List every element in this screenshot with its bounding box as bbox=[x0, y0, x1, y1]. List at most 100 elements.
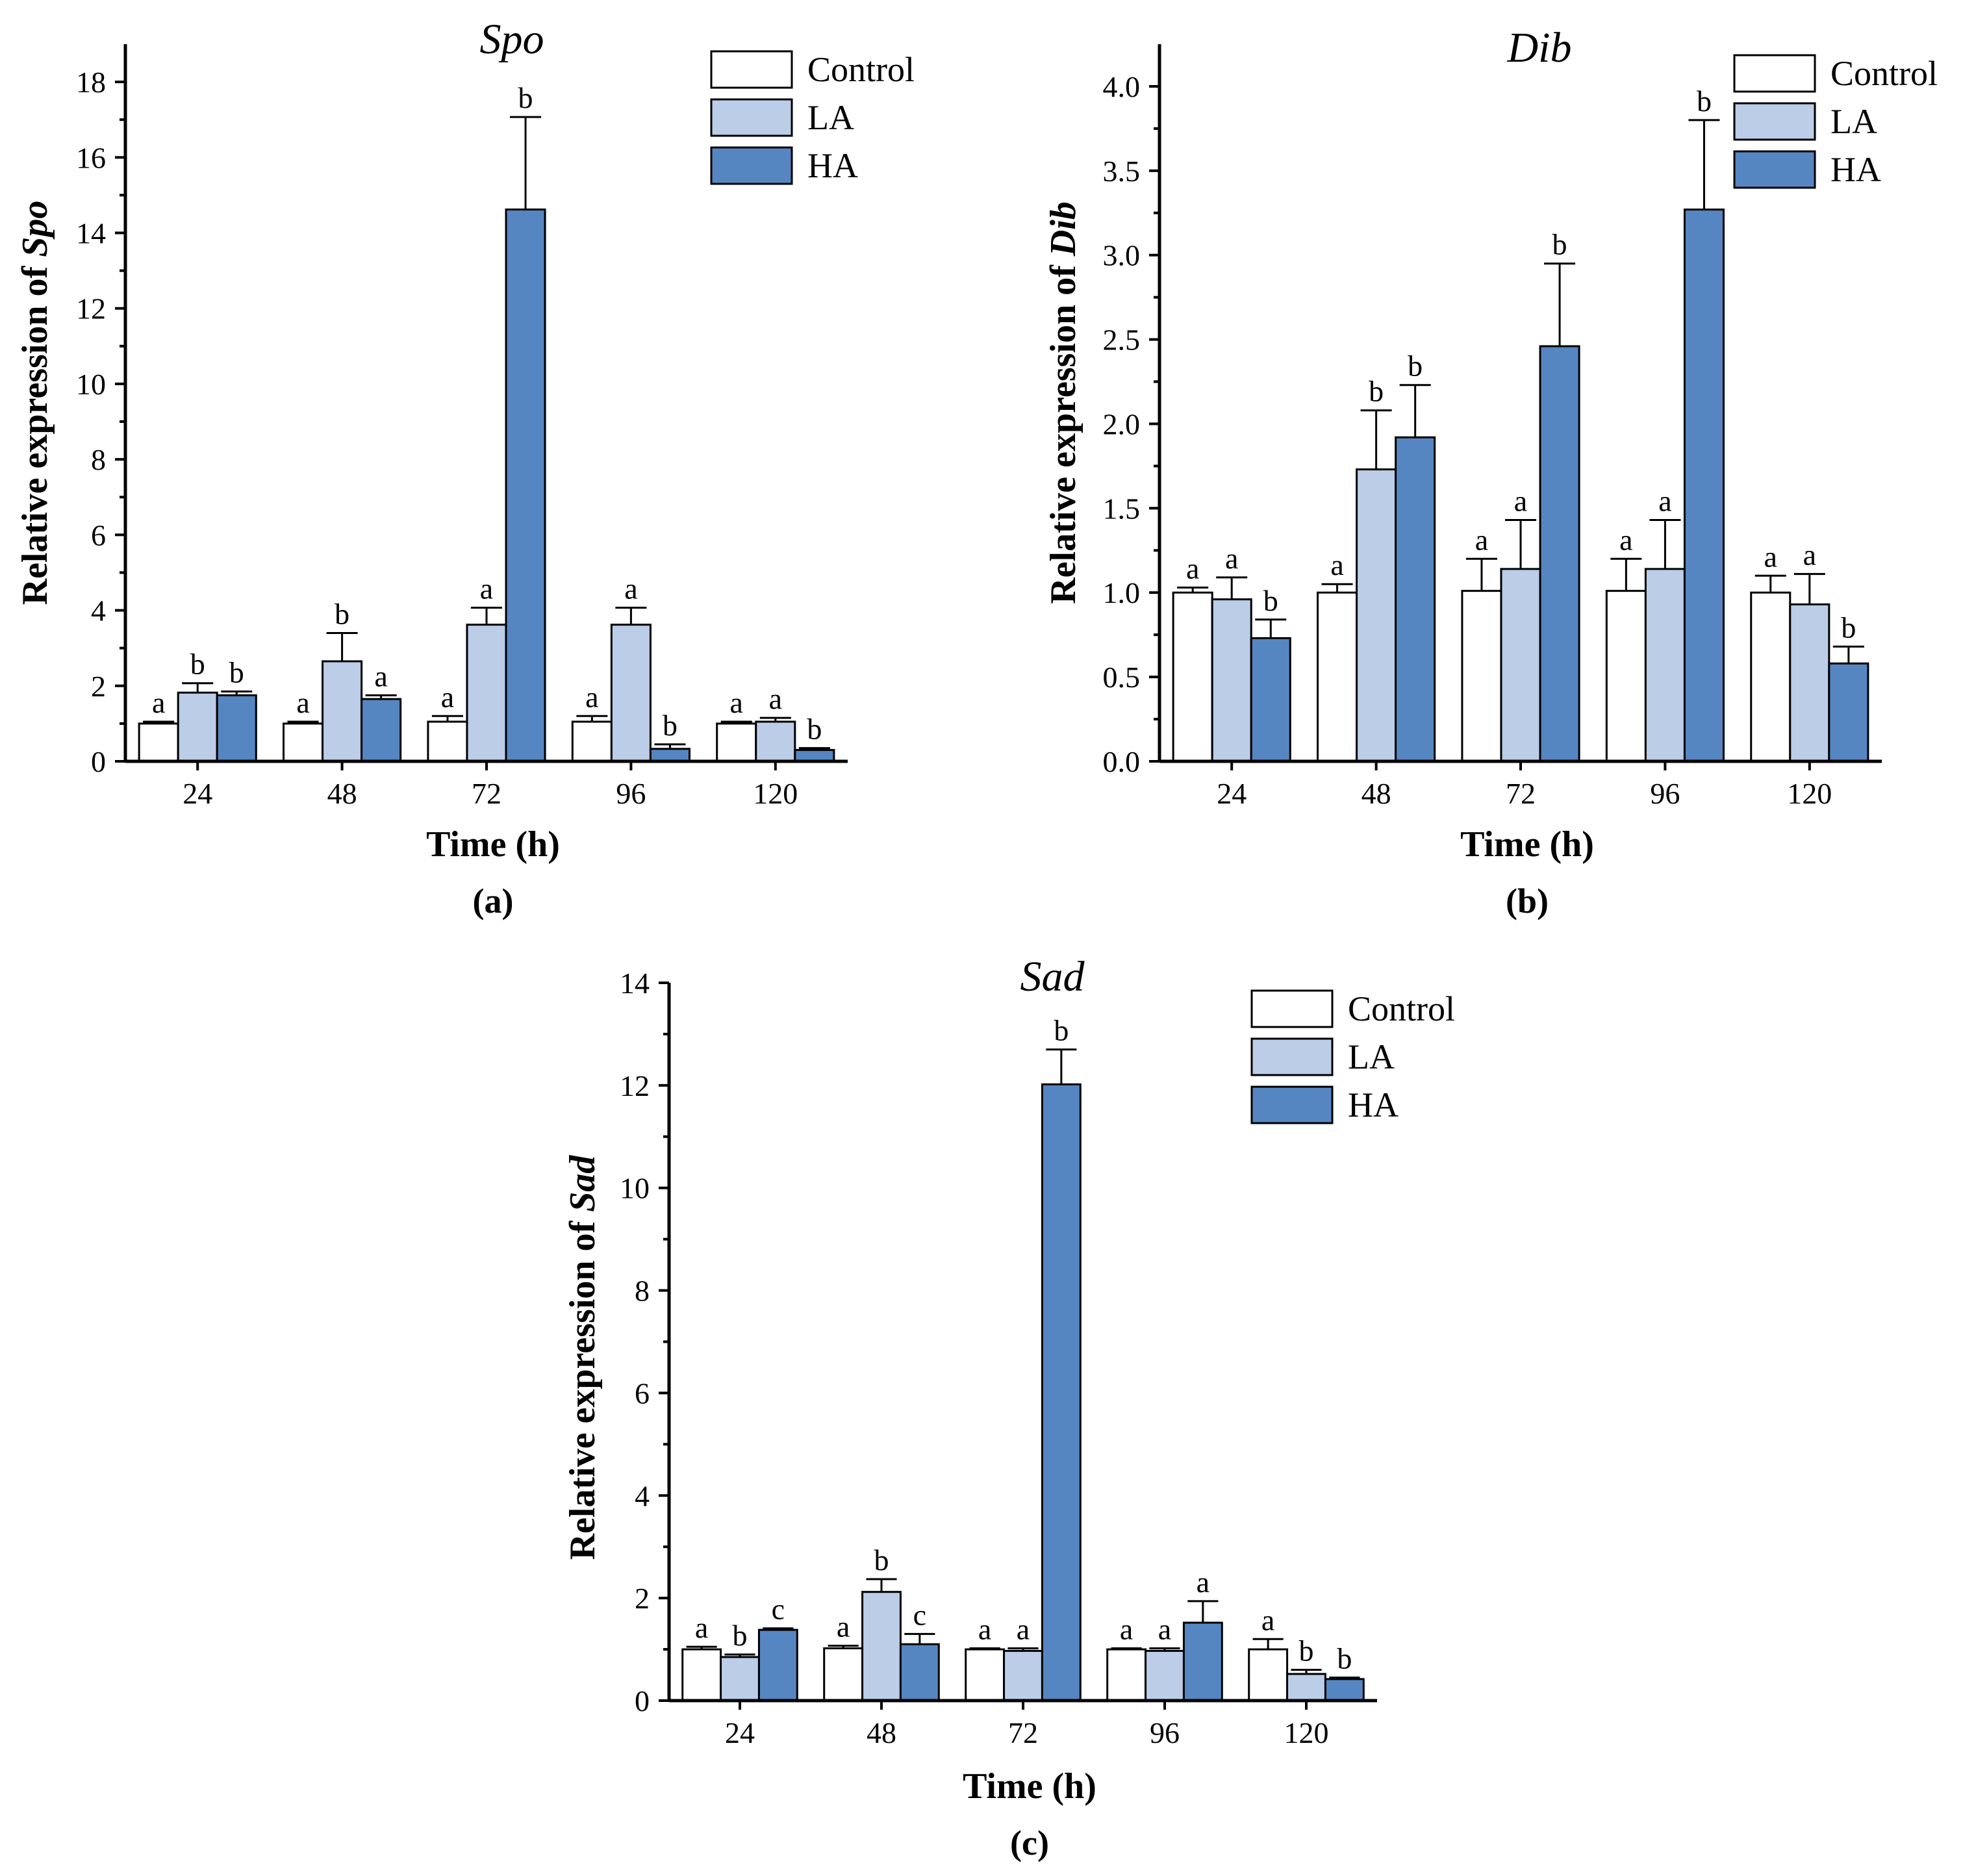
x-tick-label: 24 bbox=[183, 777, 212, 810]
bar-la-48 bbox=[861, 1591, 902, 1702]
legend-label-la: LA bbox=[807, 98, 854, 137]
legend: Control LA HA bbox=[1733, 54, 1938, 189]
bar-control-120 bbox=[716, 722, 757, 763]
x-tick-label: 48 bbox=[867, 1716, 896, 1749]
significance-letter: b bbox=[229, 656, 244, 689]
significance-letter: a bbox=[1197, 1565, 1209, 1599]
legend-label-la: LA bbox=[1830, 102, 1877, 141]
legend-swatch-la bbox=[710, 98, 793, 137]
significance-letter: b bbox=[733, 1619, 748, 1652]
bar-ha-24 bbox=[1250, 637, 1291, 763]
significance-letter: a bbox=[296, 686, 309, 719]
bar-ha-24 bbox=[216, 694, 257, 763]
y-tick-label: 8 bbox=[635, 1274, 650, 1308]
x-tick-label: 24 bbox=[1217, 777, 1247, 810]
x-tick-label: 96 bbox=[1150, 1716, 1180, 1749]
y-tick-label: 6 bbox=[91, 518, 106, 551]
legend-swatch-ha bbox=[1733, 150, 1816, 189]
y-axis-title-gene: Dib bbox=[1043, 201, 1083, 257]
y-tick-label: 2 bbox=[635, 1582, 650, 1615]
significance-letter: a bbox=[769, 682, 782, 715]
significance-letter: a bbox=[978, 1612, 991, 1645]
legend-swatch-control bbox=[1250, 989, 1334, 1028]
legend: Control LA HA bbox=[710, 50, 915, 185]
significance-letter: b bbox=[663, 709, 678, 742]
significance-letter: a bbox=[730, 686, 743, 719]
y-tick-label: 14 bbox=[620, 967, 650, 1000]
legend-label-control: Control bbox=[807, 50, 915, 89]
significance-letter: b bbox=[807, 713, 822, 746]
legend-swatch-ha bbox=[710, 146, 793, 185]
bar-ha-96 bbox=[1683, 209, 1725, 763]
bar-la-120 bbox=[755, 720, 796, 763]
bar-control-72 bbox=[965, 1648, 1006, 1702]
bar-ha-96 bbox=[649, 748, 690, 763]
significance-letter: a bbox=[1803, 539, 1816, 572]
chart-title: Sad bbox=[1020, 953, 1085, 1000]
significance-letter: b bbox=[1299, 1634, 1314, 1667]
significance-letter: a bbox=[695, 1611, 708, 1644]
x-axis-title: Time (h) bbox=[1460, 824, 1594, 865]
bar-control-24 bbox=[681, 1648, 722, 1702]
y-axis-title-gene: Spo bbox=[15, 201, 55, 257]
legend-label-ha: HA bbox=[1348, 1085, 1399, 1124]
bar-ha-48 bbox=[899, 1643, 940, 1702]
bar-control-48 bbox=[823, 1647, 864, 1702]
chart-title: Dib bbox=[1507, 24, 1572, 71]
x-axis-title: Time (h) bbox=[426, 824, 560, 865]
x-tick-label: 48 bbox=[1361, 777, 1391, 810]
chart-title: Spo bbox=[480, 16, 544, 63]
y-tick-label: 12 bbox=[76, 292, 106, 325]
significance-letter: a bbox=[1330, 548, 1343, 581]
significance-letter: a bbox=[441, 680, 454, 713]
bar-la-96 bbox=[1644, 568, 1686, 763]
bar-la-24 bbox=[1211, 598, 1252, 763]
bar-ha-96 bbox=[1182, 1621, 1223, 1702]
y-tick-label: 1.0 bbox=[1103, 576, 1141, 609]
bar-la-96 bbox=[610, 624, 652, 763]
significance-letter: a bbox=[624, 572, 637, 605]
x-tick-label: 72 bbox=[1506, 777, 1536, 810]
significance-letter: a bbox=[1514, 485, 1527, 518]
y-tick-label: 3.0 bbox=[1103, 239, 1141, 272]
y-tick-label: 0 bbox=[635, 1684, 650, 1718]
y-axis-title-prefix: Relative expression of bbox=[1043, 256, 1083, 604]
bar-control-120 bbox=[1248, 1648, 1289, 1702]
legend-swatch-control bbox=[710, 50, 793, 89]
x-tick-label: 24 bbox=[725, 1716, 755, 1749]
y-axis-title-prefix: Relative expression of bbox=[563, 1212, 603, 1560]
bar-ha-72 bbox=[1041, 1083, 1082, 1702]
significance-letter: a bbox=[1658, 485, 1671, 518]
y-tick-label: 3.5 bbox=[1103, 155, 1141, 188]
significance-letter: b bbox=[518, 81, 533, 114]
x-tick-label: 120 bbox=[753, 777, 798, 810]
y-tick-label: 1.5 bbox=[1103, 492, 1141, 525]
significance-letter: a bbox=[585, 680, 598, 713]
significance-letter: a bbox=[374, 659, 387, 692]
x-tick-label: 120 bbox=[1787, 777, 1832, 810]
legend-swatch-ha bbox=[1250, 1085, 1334, 1124]
legend-label-la: LA bbox=[1348, 1037, 1395, 1076]
y-tick-label: 6 bbox=[635, 1376, 650, 1410]
bar-la-24 bbox=[177, 691, 218, 763]
bar-la-48 bbox=[1356, 468, 1397, 763]
significance-letter: b bbox=[190, 648, 205, 681]
significance-letter: a bbox=[837, 1610, 850, 1643]
y-tick-label: 18 bbox=[76, 66, 106, 99]
significance-letter: c bbox=[913, 1598, 926, 1631]
y-tick-label: 4.0 bbox=[1103, 70, 1141, 103]
significance-letter: b bbox=[1369, 375, 1384, 408]
significance-letter: a bbox=[1225, 542, 1238, 575]
y-axis-title: Relative expression of Sad bbox=[563, 1155, 603, 1560]
legend-swatch-control bbox=[1733, 54, 1816, 93]
significance-letter: b bbox=[1697, 84, 1712, 118]
significance-letter: a bbox=[480, 572, 493, 605]
y-tick-label: 4 bbox=[635, 1479, 650, 1512]
significance-letter: b bbox=[1408, 349, 1423, 383]
y-tick-label: 10 bbox=[76, 368, 106, 401]
x-tick-label: 72 bbox=[472, 777, 501, 810]
